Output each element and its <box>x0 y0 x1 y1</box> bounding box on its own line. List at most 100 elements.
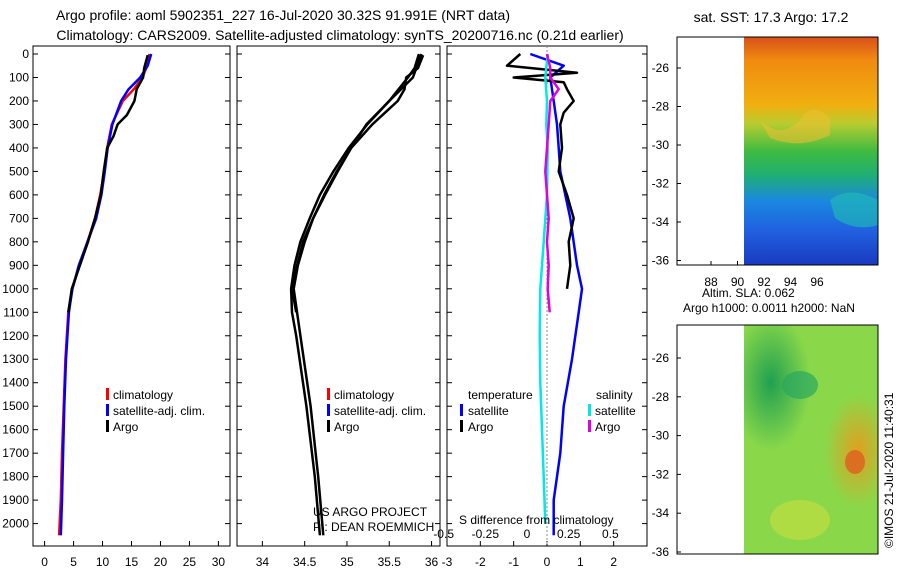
y-tick-label: 400 <box>9 141 29 155</box>
sst-title: sat. SST: 17.3 Argo: 17.2 <box>694 9 849 25</box>
x-tick-label: 0 <box>41 555 48 569</box>
sst-x-tick-label: 90 <box>731 275 745 289</box>
legend-label-satellite-adj: satellite-adj. clim. <box>113 404 205 418</box>
legend-swatch-temp-argo <box>460 420 463 432</box>
y-tick-label: 2000 <box>2 517 29 531</box>
series-line-salinity-argo <box>544 53 560 313</box>
x-tick-label: -3 <box>442 555 453 569</box>
imos-credit: ©IMOS 21-Jul-2020 11:40:31 <box>882 392 896 548</box>
legend-label-argo-s: Argo <box>334 420 360 434</box>
legend-label-satellite-adj-s: satellite-adj. clim. <box>334 404 426 418</box>
series-line-satellite-adj-clim- <box>289 53 421 536</box>
y-tick-label: 200 <box>9 94 29 108</box>
series-line-salinity-satellite <box>538 53 549 524</box>
y-tick-label: 900 <box>9 258 29 272</box>
y-tick-label: 1400 <box>2 376 29 390</box>
sst-y-tick-label: -32 <box>652 177 670 191</box>
series-line-temperature-satellite <box>529 52 584 536</box>
x2-tick-label: 0.5 <box>602 527 619 541</box>
sst-y-tick-label: -36 <box>652 254 670 268</box>
axis-ticks: 0100200300400500600700800900100011001200… <box>2 46 824 569</box>
x-tick-label: 35 <box>340 555 354 569</box>
y-tick-label: 1900 <box>2 493 29 507</box>
legend-swatch-climatology-s <box>327 388 330 400</box>
sst-x-tick-label: 94 <box>784 275 798 289</box>
salinity-panel-frame <box>236 45 441 547</box>
title-line-1: Argo profile: aoml 5902351_227 16-Jul-20… <box>56 7 510 23</box>
legend-swatch-argo <box>106 420 109 432</box>
series-line-argo <box>290 54 425 313</box>
sla-map-frame <box>676 324 879 555</box>
x2-tick-label: -0.5 <box>433 527 454 541</box>
legend-swatch-satellite-adj <box>106 404 109 416</box>
legend-header-salinity: salinity <box>596 388 633 402</box>
y-tick-label: 1700 <box>2 446 29 460</box>
x-tick-label: -1 <box>508 555 519 569</box>
legend-label-temp-satellite: satellite <box>468 404 509 418</box>
s-difference-label: S difference from climatology <box>459 513 614 527</box>
sst-y-tick-label: -26 <box>652 61 670 75</box>
sla-y-tick-label: -34 <box>652 506 670 520</box>
legend-label-sal-satellite: satellite <box>595 404 636 418</box>
y-tick-label: 1800 <box>2 470 29 484</box>
legend-swatch-sal-argo <box>588 420 591 432</box>
x2-tick-label: 0 <box>524 527 531 541</box>
series-line-argo <box>67 54 149 313</box>
sst-x-tick-label: 92 <box>757 275 771 289</box>
sst-heatmap <box>744 37 878 265</box>
sla-low-anomaly <box>782 371 818 399</box>
legend-label-sal-argo: Argo <box>595 420 621 434</box>
sla-y-tick-label: -28 <box>652 390 670 404</box>
x-tick-label: 10 <box>96 555 110 569</box>
x-tick-label: 34.5 <box>293 555 317 569</box>
sla-title-line-2: Argo h1000: 0.0011 h2000: NaN <box>683 301 855 315</box>
x-tick-label: 20 <box>154 555 168 569</box>
legend-label-climatology: climatology <box>113 388 173 402</box>
y-tick-label: 1000 <box>2 282 29 296</box>
sla-y-tick-label: -30 <box>652 429 670 443</box>
x-tick-label: 36 <box>425 555 439 569</box>
x-tick-label: -2 <box>475 555 486 569</box>
sla-y-tick-label: -32 <box>652 467 670 481</box>
x-tick-label: 30 <box>212 555 226 569</box>
legend-swatch-sal-satellite <box>588 404 591 416</box>
sst-x-tick-label: 96 <box>810 275 824 289</box>
y-tick-label: 800 <box>9 235 29 249</box>
y-tick-label: 500 <box>9 164 29 178</box>
x2-tick-label: 0.25 <box>557 527 581 541</box>
y-tick-label: 300 <box>9 117 29 131</box>
y-tick-label: 1500 <box>2 399 29 413</box>
legend-label-climatology-s: climatology <box>334 388 394 402</box>
sst-y-tick-label: -28 <box>652 100 670 114</box>
x-tick-label: 5 <box>70 555 77 569</box>
credit-pi: PI: DEAN ROEMMICH <box>313 520 434 534</box>
title-line-2: Climatology: CARS2009. Satellite-adjuste… <box>56 27 623 43</box>
credit-project: US ARGO PROJECT <box>313 505 428 519</box>
sst-cool-eddy <box>830 192 878 228</box>
x-tick-label: 34 <box>256 555 270 569</box>
legend-header-temperature: temperature <box>468 388 533 402</box>
y-tick-label: 600 <box>9 188 29 202</box>
sst-y-tick-label: -30 <box>652 138 670 152</box>
y-tick-label: 1600 <box>2 423 29 437</box>
profile-curves <box>57 52 584 536</box>
sla-y-tick-label: -36 <box>652 545 670 559</box>
y-tick-label: 700 <box>9 211 29 225</box>
sst-warm-eddy <box>760 109 830 144</box>
legend-swatch-temp-satellite <box>460 404 463 416</box>
legend-swatch-satellite-adj-s <box>327 404 330 416</box>
sst-y-tick-label: -34 <box>652 215 670 229</box>
y-tick-label: 100 <box>9 70 29 84</box>
sst-x-tick-label: 88 <box>704 275 718 289</box>
sla-high-anomaly <box>845 450 865 474</box>
y-tick-label: 0 <box>22 47 29 61</box>
legend-label-temp-argo: Argo <box>468 420 494 434</box>
x2-tick-label: -0.25 <box>472 527 500 541</box>
y-tick-label: 1300 <box>2 352 29 366</box>
x-tick-label: 25 <box>183 555 197 569</box>
sla-yellow-patch <box>770 500 830 540</box>
y-tick-label: 1200 <box>2 329 29 343</box>
x-tick-label: 2 <box>610 555 617 569</box>
sst-map-frame <box>676 36 879 266</box>
y-tick-label: 1100 <box>3 305 29 319</box>
